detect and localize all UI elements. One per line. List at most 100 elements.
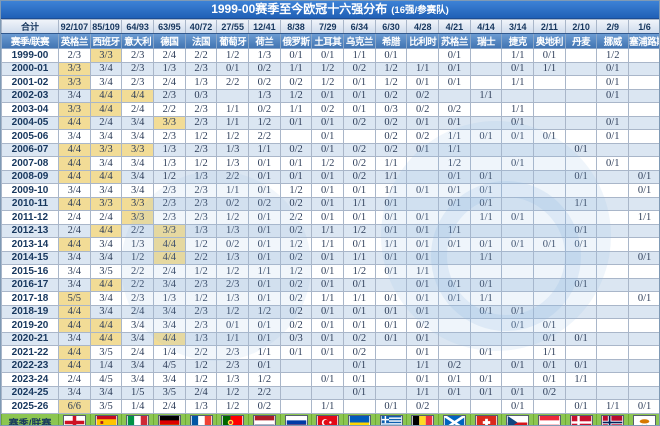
country-header: 奥地利 [533,33,566,49]
season-label: 2003-04 [1,102,59,117]
stat-cell: 1/2 [216,129,250,144]
stat-cell [533,304,566,319]
stat-cell: 3/4 [89,156,123,171]
stat-cell [469,264,503,279]
stat-cell: 0/1 [501,385,535,400]
stat-cell: 6/6 [58,399,91,414]
stat-cell [279,372,313,387]
stat-cell: 4/4 [58,196,91,211]
stat-cell: 2/3 [184,183,218,198]
stat-cell: 3/3 [153,115,186,130]
germany-flag-icon [157,414,181,425]
stat-cell [533,156,566,171]
season-label: 2004-05 [1,115,59,130]
stat-cell [628,129,659,144]
stat-cell: 3/4 [153,372,186,387]
stat-cell: 0/2 [533,385,566,400]
stat-cell: 0/1 [469,237,503,252]
stat-cell [628,115,659,130]
stat-cell: 2/3 [216,345,250,360]
stat-cell: 0/2 [248,196,281,211]
stat-cell: 3/4 [121,115,155,130]
stat-cell: 4/4 [89,331,123,346]
stat-cell [533,115,566,130]
title-main: 1999-00赛季至今欧冠十六强分布 [211,2,388,16]
stat-cell: 0/1 [374,250,408,265]
stat-cell: 5/5 [58,291,91,306]
stat-cell [596,196,630,211]
stat-cell: 0/1 [628,250,659,265]
column-total: 12/41 [248,19,281,34]
stat-cell: 1/3 [248,48,281,63]
stat-cell: 3/4 [121,318,155,333]
stat-cell: 0/1 [374,304,408,319]
season-row: 2002-03 3/4 4/4 4/4 2/3 0/3 1/3 1/2 0/1 0/1 0/2 0/2… [1,88,659,103]
season-label: 2022-23 [1,358,59,373]
stat-cell: 1/1 [406,385,440,400]
stat-cell: 0/1 [501,61,535,76]
portugal-flag-icon [221,414,245,425]
stat-cell: 1/3 [216,223,250,238]
stat-cell: 1/1 [216,183,250,198]
stat-cell [533,291,566,306]
stat-cell [501,88,535,103]
country-header: 德国 [153,33,186,49]
stat-cell: 0/1 [469,304,503,319]
stat-cell [469,61,503,76]
stat-cell [628,277,659,292]
stat-cell: 1/3 [153,142,186,157]
stat-cell: 0/1 [501,156,535,171]
stat-cell: 0/1 [343,237,376,252]
stat-cell: 1/3 [216,291,250,306]
stat-cell: 0/1 [406,223,440,238]
stat-cell [374,277,408,292]
stat-cell: 0/2 [438,358,471,373]
stat-cell: 0/2 [279,318,313,333]
stat-cell [564,210,598,225]
column-total: 85/109 [89,19,123,34]
stat-cell: 3/3 [89,142,123,157]
stat-cell: 3/4 [58,183,91,198]
stat-cell [501,169,535,184]
switzerland-flag-icon [474,414,498,425]
stat-cell [628,331,659,346]
title-sub: (16强/参赛队) [391,5,449,16]
stat-cell: 0/2 [406,102,440,117]
stat-cell [469,156,503,171]
stat-cell: 0/1 [564,399,598,414]
stat-cell: 2/3 [216,277,250,292]
stat-cell: 4/4 [153,331,186,346]
stat-cell: 0/1 [248,291,281,306]
stat-cell: 0/1 [469,372,503,387]
stat-cell: 1/1 [311,399,345,414]
stat-cell: 0/1 [501,129,535,144]
stat-cell [628,372,659,387]
stat-cell: 2/3 [216,358,250,373]
stat-cell [628,264,659,279]
stat-cell [628,48,659,63]
stat-cell: 0/1 [406,331,440,346]
stat-cell: 1/1 [343,196,376,211]
stat-cell [533,196,566,211]
stat-cell [596,358,630,373]
season-row: 2006-07 4/4 3/3 3/3 1/3 2/3 1/3 1/1 0/2 0/1 0/2 0/2… [1,142,659,157]
stat-cell [216,88,250,103]
stat-cell: 1/3 [216,372,250,387]
stat-cell: 1/3 [184,75,218,90]
netherlands-flag-icon [252,414,276,425]
stat-cell: 1/3 [153,156,186,171]
stat-cell: 1/1 [374,169,408,184]
season-row: 2015-16 3/4 3/5 2/2 2/4 1/2 1/2 1/1 1/2 0/1 1/2 0/1… [1,264,659,279]
stat-cell [374,358,408,373]
stat-cell: 0/1 [343,88,376,103]
stat-cell: 0/2 [406,318,440,333]
stat-cell [596,102,630,117]
stat-cell: 1/1 [248,142,281,157]
stat-cell: 2/3 [153,210,186,225]
stat-cell [596,237,630,252]
stat-cell: 2/3 [58,48,91,63]
stat-cell: 1/1 [564,372,598,387]
stat-cell: 0/1 [596,88,630,103]
greece-flag-icon [379,414,403,425]
stat-cell [406,169,440,184]
